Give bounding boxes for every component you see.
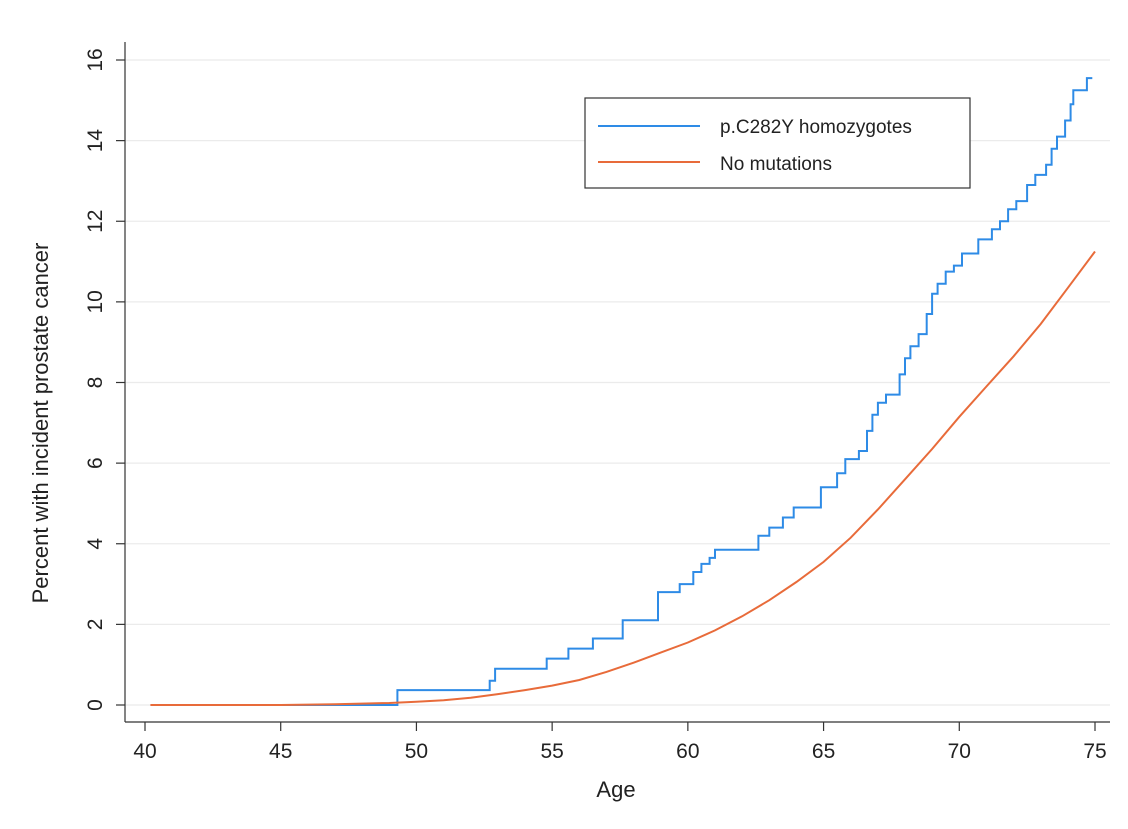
y-tick-label: 2 [84,619,107,631]
ticks: 0 2 4 6 8 10 12 14 16 40 45 50 55 60 65 70 75 [84,48,1107,763]
legend-box [584,97,971,189]
legend-label-homozygotes: p.C282Y homozygotes [720,117,912,138]
x-tick-label: 55 [540,740,563,763]
legend: p.C282Y homozygotes No mutations [584,97,971,189]
x-tick-label: 40 [133,740,156,763]
y-tick-label: 14 [84,129,107,153]
y-tick-label: 10 [84,290,107,313]
y-tick-label: 16 [84,48,107,71]
legend-label-no-mutations: No mutations [720,154,832,175]
x-tick-label: 75 [1083,740,1106,763]
y-tick-label: 4 [84,538,107,550]
x-tick-label: 50 [405,740,428,763]
x-axis-title: Age [596,777,635,802]
x-tick-label: 65 [812,740,835,763]
x-tick-label: 70 [948,740,971,763]
series-line-p-c282y-homozygotes [153,77,1093,706]
series-line-no-mutations [150,250,1096,706]
x-tick-label: 60 [676,740,699,763]
y-axis-title: Percent with incident prostate cancer [28,243,53,604]
x-tick-label: 45 [269,740,292,763]
series-lines [150,77,1096,706]
y-tick-label: 12 [84,210,107,233]
y-tick-label: 6 [84,457,107,469]
y-tick-label: 8 [84,377,107,389]
y-tick-label: 0 [84,699,107,711]
